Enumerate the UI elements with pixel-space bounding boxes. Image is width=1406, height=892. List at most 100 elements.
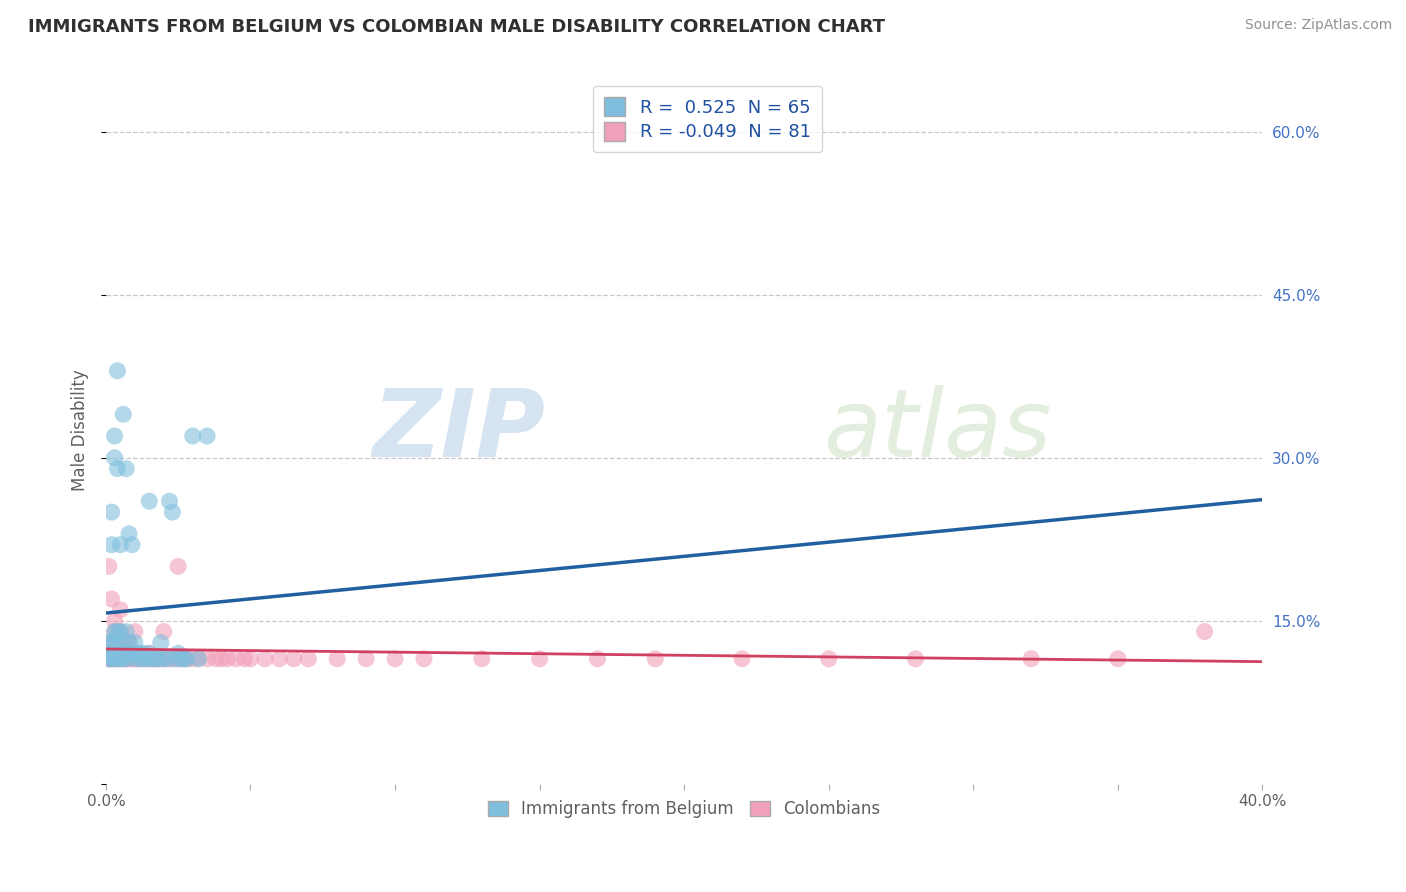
Point (173, 652, 195, 666)
Point (176, 652, 198, 666)
Point (146, 652, 169, 666)
Point (129, 652, 152, 666)
Point (115, 646, 138, 660)
Point (103, 624, 125, 639)
Point (138, 646, 160, 660)
Point (118, 652, 141, 666)
Point (283, 652, 305, 666)
Point (112, 646, 135, 660)
Point (110, 646, 132, 660)
Point (132, 652, 155, 666)
Point (97, 652, 120, 666)
Point (187, 652, 209, 666)
Point (112, 652, 135, 666)
Point (146, 652, 169, 666)
Y-axis label: Male Disability: Male Disability (72, 369, 89, 491)
Point (731, 652, 754, 666)
Point (141, 652, 163, 666)
Point (110, 635, 132, 649)
Point (156, 652, 179, 666)
Point (100, 635, 122, 649)
Point (644, 652, 666, 666)
Point (124, 646, 146, 660)
Point (135, 652, 157, 666)
Point (195, 429, 218, 443)
Point (110, 652, 132, 666)
Point (1107, 652, 1129, 666)
Point (97, 652, 120, 666)
Point (167, 652, 190, 666)
Point (138, 646, 160, 660)
Point (124, 624, 146, 639)
Point (107, 624, 129, 639)
Point (103, 635, 125, 649)
Point (181, 429, 204, 443)
Point (110, 538, 132, 552)
Text: atlas: atlas (823, 385, 1052, 476)
Point (121, 652, 143, 666)
Point (149, 652, 172, 666)
Point (239, 652, 262, 666)
Point (124, 652, 146, 666)
Point (149, 635, 172, 649)
Point (103, 635, 125, 649)
Point (110, 635, 132, 649)
Point (159, 652, 181, 666)
Point (127, 646, 149, 660)
Point (143, 652, 166, 666)
Point (112, 635, 135, 649)
Point (100, 592, 122, 607)
Point (100, 505, 122, 519)
Point (103, 614, 125, 628)
Point (135, 652, 157, 666)
Point (187, 652, 209, 666)
Point (1019, 652, 1042, 666)
Point (124, 652, 146, 666)
Point (107, 646, 129, 660)
Point (121, 646, 143, 660)
Point (127, 652, 149, 666)
Point (97, 652, 120, 666)
Point (107, 646, 129, 660)
Point (100, 652, 122, 666)
Point (103, 429, 125, 443)
Point (167, 646, 190, 660)
Point (162, 652, 184, 666)
Point (118, 646, 141, 660)
Point (384, 652, 406, 666)
Point (152, 652, 174, 666)
Point (170, 652, 193, 666)
Point (129, 646, 152, 660)
Point (152, 624, 174, 639)
Legend: Immigrants from Belgium, Colombians: Immigrants from Belgium, Colombians (481, 794, 887, 825)
Point (162, 505, 184, 519)
Point (297, 652, 319, 666)
Point (97, 646, 120, 660)
Point (118, 635, 141, 649)
Point (100, 650, 122, 665)
Point (233, 652, 256, 666)
Point (107, 624, 129, 639)
Point (107, 652, 129, 666)
Point (129, 652, 152, 666)
Point (100, 538, 122, 552)
Point (138, 652, 160, 666)
Point (112, 646, 135, 660)
Point (413, 652, 436, 666)
Point (107, 635, 129, 649)
Point (103, 652, 125, 666)
Point (211, 652, 233, 666)
Point (100, 635, 122, 649)
Point (132, 646, 155, 660)
Point (143, 652, 166, 666)
Point (100, 646, 122, 660)
Text: IMMIGRANTS FROM BELGIUM VS COLOMBIAN MALE DISABILITY CORRELATION CHART: IMMIGRANTS FROM BELGIUM VS COLOMBIAN MAL… (28, 18, 886, 36)
Point (97, 635, 120, 649)
Point (225, 652, 247, 666)
Text: ZIP: ZIP (373, 384, 546, 476)
Point (103, 652, 125, 666)
Point (103, 450, 125, 465)
Point (181, 652, 204, 666)
Point (100, 646, 122, 660)
Point (115, 461, 138, 475)
